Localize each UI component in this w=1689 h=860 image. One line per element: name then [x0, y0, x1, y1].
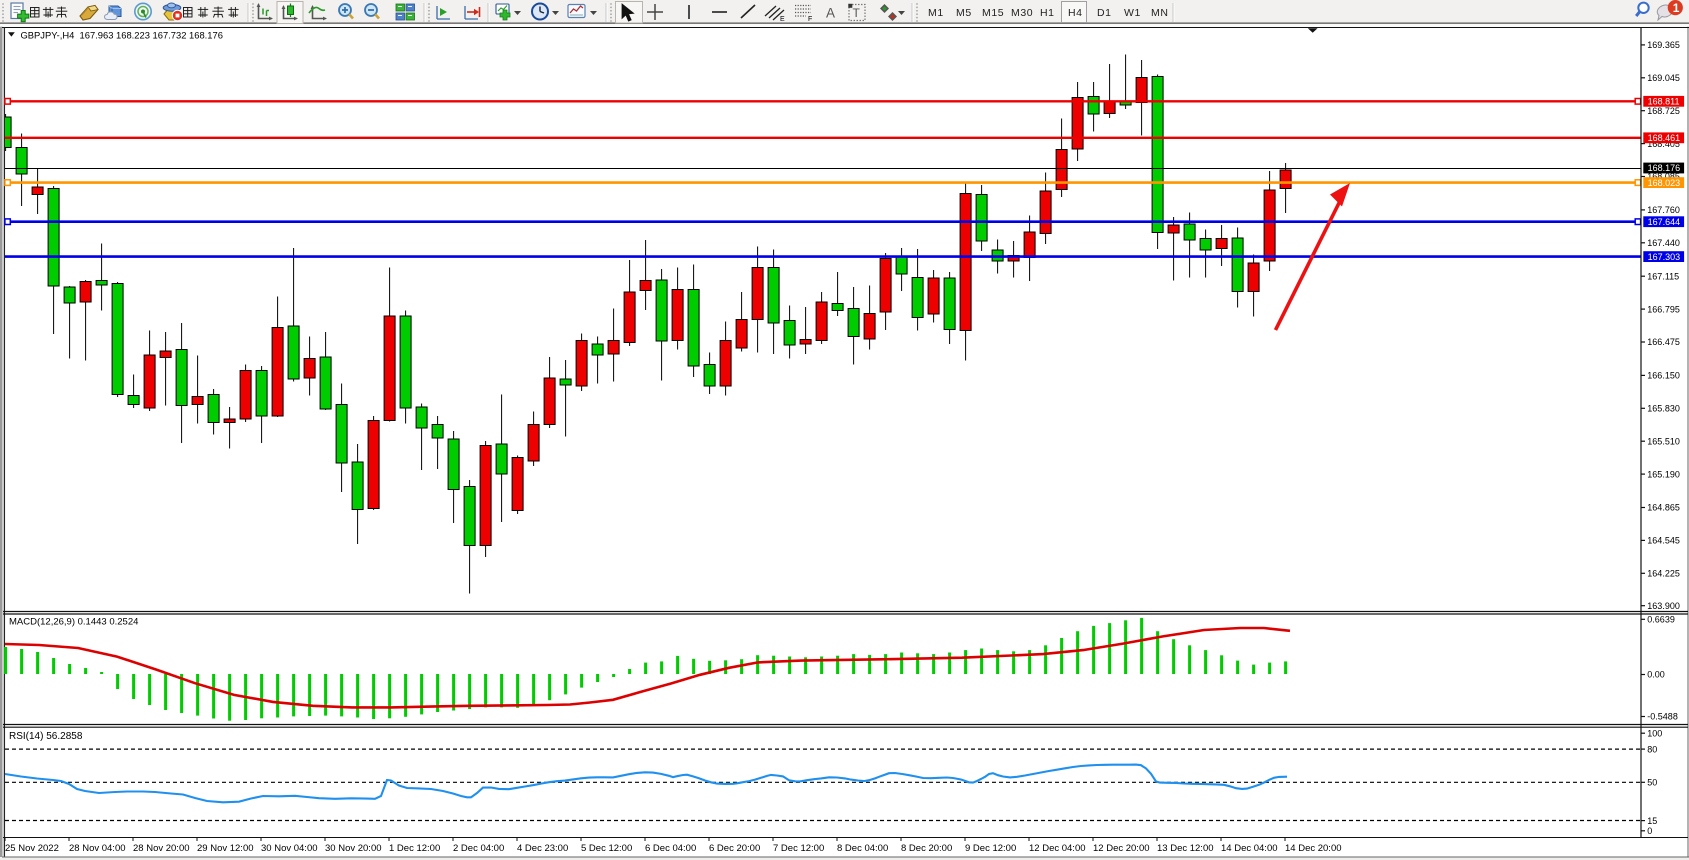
svg-text:W1: W1 [1124, 7, 1141, 19]
svg-text:166.795: 166.795 [1647, 304, 1680, 314]
svg-text:168.085: 168.085 [1647, 172, 1680, 182]
svg-text:167.760: 167.760 [1647, 205, 1680, 215]
svg-text:13 Dec 12:00: 13 Dec 12:00 [1157, 843, 1214, 854]
svg-text:D1: D1 [1097, 7, 1112, 19]
svg-text:15: 15 [1647, 816, 1657, 826]
svg-text:169.045: 169.045 [1647, 73, 1680, 83]
svg-text:2 Dec 04:00: 2 Dec 04:00 [453, 843, 504, 854]
svg-text:25 Nov 2022: 25 Nov 2022 [5, 843, 59, 854]
svg-text:T: T [853, 6, 861, 20]
svg-text:9 Dec 12:00: 9 Dec 12:00 [965, 843, 1016, 854]
svg-text:12 Dec 20:00: 12 Dec 20:00 [1093, 843, 1150, 854]
svg-text:166.150: 166.150 [1647, 371, 1680, 381]
svg-text:168.461: 168.461 [1648, 133, 1681, 143]
svg-text:M1: M1 [928, 7, 944, 19]
svg-text:M5: M5 [956, 7, 972, 19]
svg-text:6 Dec 04:00: 6 Dec 04:00 [645, 843, 696, 854]
svg-text:-0.5488: -0.5488 [1647, 712, 1678, 722]
svg-text:14 Dec 20:00: 14 Dec 20:00 [1285, 843, 1342, 854]
svg-text:30 Nov 20:00: 30 Nov 20:00 [325, 843, 382, 854]
svg-text:163.900: 163.900 [1647, 601, 1680, 611]
svg-text:E: E [780, 16, 785, 23]
svg-text:165.510: 165.510 [1647, 436, 1680, 446]
svg-text:30 Nov 04:00: 30 Nov 04:00 [261, 843, 318, 854]
svg-text:168.811: 168.811 [1648, 97, 1680, 107]
svg-text:H4: H4 [1068, 7, 1083, 19]
svg-text:164.545: 164.545 [1647, 536, 1680, 546]
svg-text:0.6639: 0.6639 [1647, 615, 1675, 625]
svg-text:F: F [808, 16, 812, 23]
svg-text:80: 80 [1647, 744, 1657, 754]
svg-text:167.644: 167.644 [1648, 217, 1681, 227]
svg-text:12 Dec 04:00: 12 Dec 04:00 [1029, 843, 1086, 854]
svg-text:168.176: 168.176 [1648, 163, 1681, 173]
svg-text:165.830: 165.830 [1647, 404, 1680, 414]
svg-text:164.225: 164.225 [1647, 569, 1680, 579]
svg-text:29 Nov 12:00: 29 Nov 12:00 [197, 843, 254, 854]
svg-text:5 Dec 12:00: 5 Dec 12:00 [581, 843, 632, 854]
svg-text:8 Dec 04:00: 8 Dec 04:00 [837, 843, 888, 854]
svg-text:166.475: 166.475 [1647, 337, 1680, 347]
svg-text:H1: H1 [1040, 7, 1055, 19]
svg-text:28 Nov 20:00: 28 Nov 20:00 [133, 843, 190, 854]
svg-text:28 Nov 04:00: 28 Nov 04:00 [69, 843, 126, 854]
svg-text:4 Dec 23:00: 4 Dec 23:00 [517, 843, 568, 854]
svg-text:M15: M15 [982, 7, 1004, 19]
svg-text:MACD(12,26,9) 0.1443 0.2524: MACD(12,26,9) 0.1443 0.2524 [9, 617, 138, 628]
svg-text:164.865: 164.865 [1647, 503, 1680, 513]
svg-text:8 Dec 20:00: 8 Dec 20:00 [901, 843, 952, 854]
svg-text:168.023: 168.023 [1648, 178, 1681, 188]
svg-text:MN: MN [1151, 7, 1169, 19]
svg-text:167.303: 167.303 [1648, 252, 1681, 262]
svg-text:6 Dec 20:00: 6 Dec 20:00 [709, 843, 760, 854]
svg-text:1: 1 [1673, 1, 1680, 15]
svg-text:50: 50 [1647, 778, 1657, 788]
svg-text:A: A [826, 6, 835, 21]
svg-text:14 Dec 04:00: 14 Dec 04:00 [1221, 843, 1278, 854]
svg-text:165.190: 165.190 [1647, 469, 1680, 479]
svg-text:7 Dec 12:00: 7 Dec 12:00 [773, 843, 824, 854]
svg-text:169.365: 169.365 [1647, 40, 1680, 50]
svg-text:168.725: 168.725 [1647, 106, 1680, 116]
svg-text:RSI(14) 56.2858: RSI(14) 56.2858 [9, 731, 83, 742]
svg-text:1 Dec 12:00: 1 Dec 12:00 [389, 843, 440, 854]
svg-text:167.440: 167.440 [1647, 238, 1680, 248]
svg-text:100: 100 [1647, 728, 1662, 738]
svg-text:168.405: 168.405 [1647, 139, 1680, 149]
svg-text:0.00: 0.00 [1647, 670, 1665, 680]
svg-text:M30: M30 [1011, 7, 1033, 19]
svg-text:0: 0 [1647, 826, 1652, 836]
svg-text:167.115: 167.115 [1647, 271, 1679, 281]
svg-text:GBPJPY-,H4 167.963 168.223 16: GBPJPY-,H4 167.963 168.223 167.732 168.1… [21, 29, 223, 40]
